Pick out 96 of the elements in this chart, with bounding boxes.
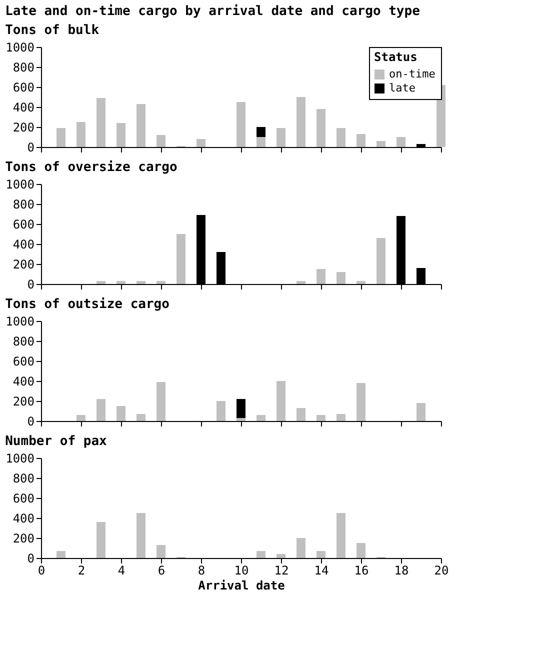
y-tick-label: 0 [27,278,34,292]
bar [276,554,286,558]
bar [316,551,326,558]
bar [336,272,346,284]
y-tick-label: 1000 [6,452,34,466]
bar [296,281,306,284]
bar [396,137,406,147]
bar [336,513,346,558]
bar [96,399,106,421]
x-tick-label: 4 [118,564,126,578]
y-tick-label: 800 [12,472,34,486]
y-tick-label: 600 [12,218,34,232]
y-tick-label: 600 [12,80,34,94]
bar [336,128,346,147]
bar [116,123,126,147]
bar [136,104,146,147]
bar [336,414,346,421]
y-tick-label: 200 [12,120,34,134]
y-tick-label: 800 [12,60,34,74]
bar [136,414,146,421]
bar [116,406,126,421]
x-tick-label: 2 [78,564,86,578]
y-tick-label: 600 [12,354,34,368]
y-tick-label: 400 [12,238,34,252]
chart-title: Number of pax [5,434,108,449]
bar [156,545,166,558]
bar [356,543,366,558]
y-tick-label: 400 [12,374,34,388]
bar [376,238,386,284]
bar [156,281,166,284]
bar [236,399,246,418]
bar [76,415,86,421]
x-tick-label: 8 [198,564,206,578]
bar [96,522,106,558]
bar [256,551,266,558]
y-tick-label: 0 [27,140,34,154]
bar [316,415,326,421]
y-tick-label: 400 [12,512,34,526]
chart-title: Tons of oversize cargo [5,160,178,175]
x-tick-label: 0 [38,564,46,578]
bar [356,383,366,421]
y-tick-label: 1000 [6,40,34,54]
x-tick-label: 12 [274,564,289,578]
bar [316,109,326,147]
bar [136,513,146,558]
bar [236,102,246,147]
legend-label: late [389,82,416,94]
y-tick-label: 400 [12,100,34,114]
y-tick-label: 0 [27,552,34,566]
bar [96,281,106,284]
bar [256,137,266,147]
bar [176,234,186,284]
y-tick-label: 600 [12,492,34,506]
bar [256,127,266,137]
bar [416,403,426,421]
bar [156,135,166,147]
chart-title: Tons of outsize cargo [5,297,170,312]
bar [356,281,366,284]
x-tick-label: 10 [234,564,249,578]
bar [256,415,266,421]
bar [296,97,306,147]
y-tick-label: 1000 [6,314,34,328]
x-tick-label: 6 [158,564,166,578]
y-tick-label: 1000 [6,178,34,192]
x-tick-label: 16 [354,564,369,578]
bar [56,551,66,558]
bar [156,382,166,421]
bar [96,98,106,147]
x-axis-title: Arrival date [198,578,285,592]
chart-subtitle: Tons of bulk [5,23,100,38]
bar [296,408,306,421]
y-tick-label: 200 [12,394,34,408]
bar [356,134,366,147]
y-tick-label: 0 [27,414,34,428]
x-tick-label: 14 [314,564,329,578]
y-tick-label: 200 [12,532,34,546]
chart-title: Late and on-time cargo by arrival date and cargo type [5,4,420,19]
legend-label: on-time [389,68,436,80]
x-tick-label: 18 [394,564,409,578]
bar [76,122,86,147]
bar [296,538,306,558]
bar [136,281,146,284]
bar [236,418,246,421]
bar [196,139,206,147]
bar [276,128,286,147]
legend-title: Status [374,50,418,64]
x-tick-label: 20 [434,564,449,578]
bar [216,401,226,421]
bar [56,128,66,147]
y-tick-label: 200 [12,258,34,272]
bar [116,281,126,284]
y-tick-label: 800 [12,198,34,212]
bar [316,269,326,284]
bar [276,381,286,421]
y-tick-label: 800 [12,334,34,348]
bar [376,141,386,147]
